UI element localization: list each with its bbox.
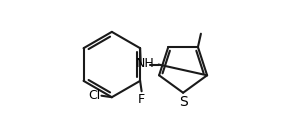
- Text: S: S: [179, 95, 188, 109]
- Text: NH: NH: [136, 57, 155, 70]
- Text: F: F: [138, 93, 145, 106]
- Text: Cl: Cl: [88, 89, 101, 102]
